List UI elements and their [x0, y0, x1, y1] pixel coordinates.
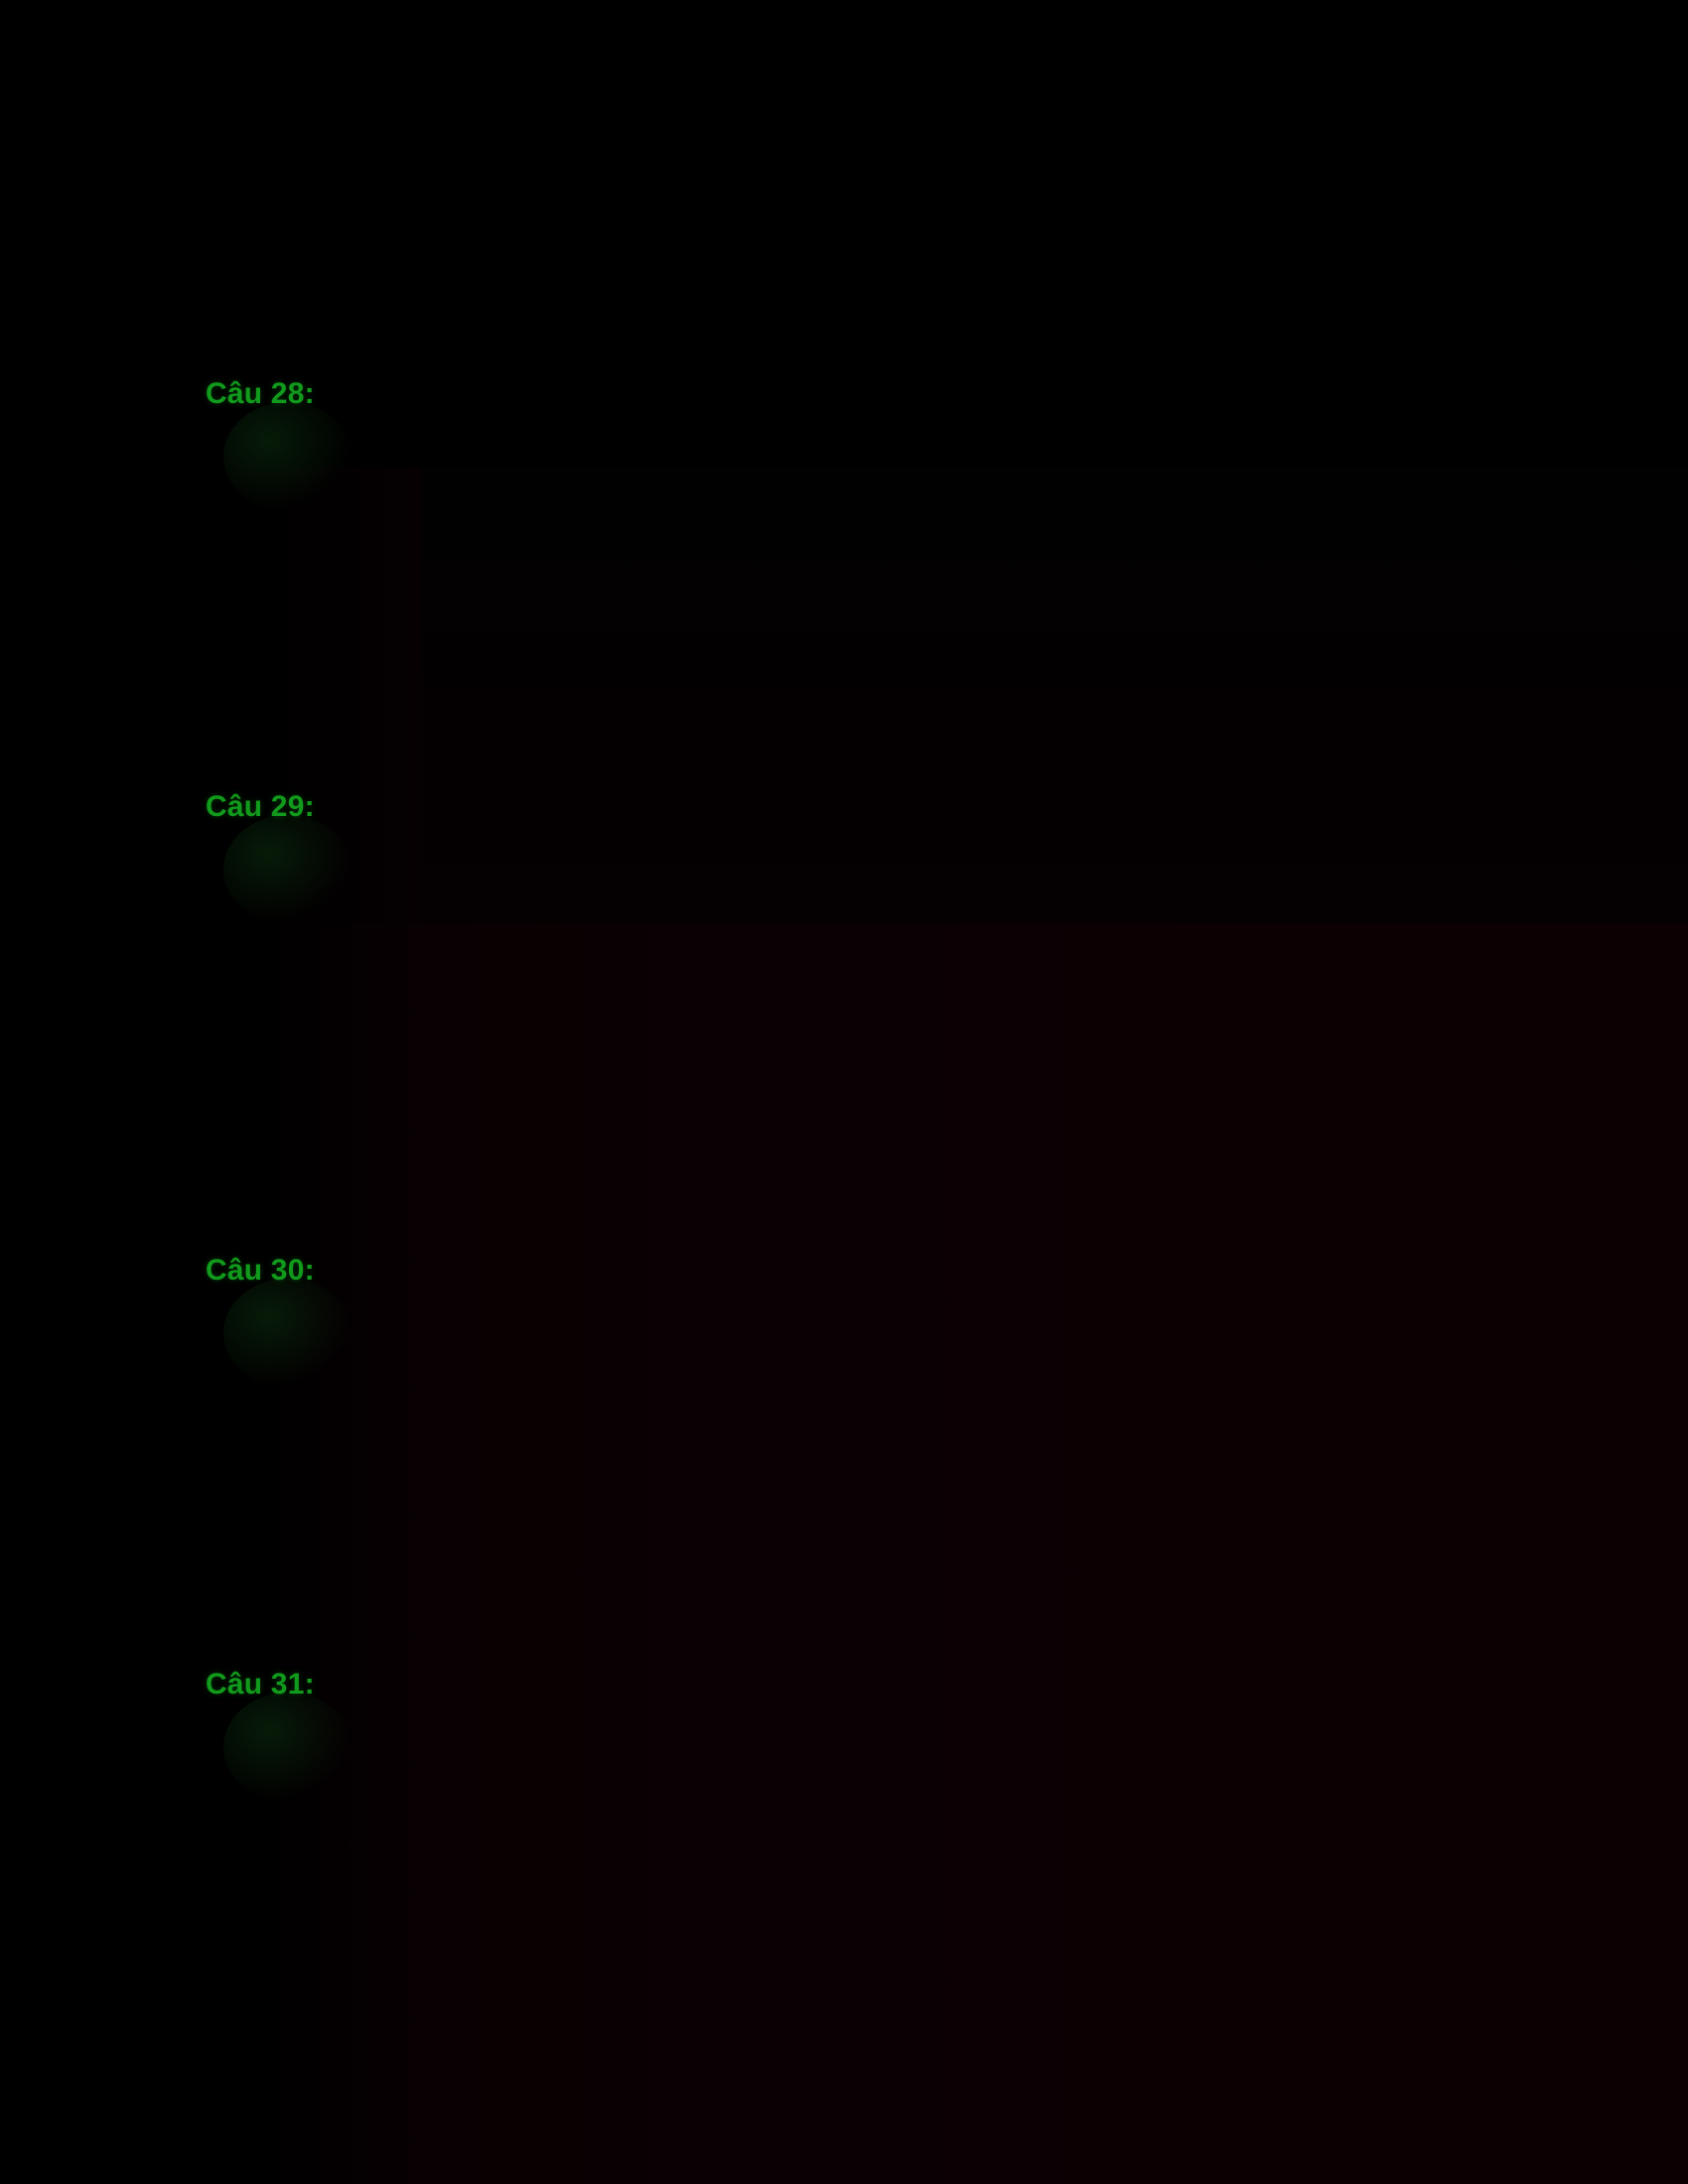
question-label-30: Câu 30: [206, 1254, 315, 1287]
question-label-29: Câu 29: [206, 790, 315, 823]
question-label-31: Câu 31: [206, 1668, 315, 1701]
background-shade [417, 467, 1688, 923]
question-label-28: Câu 28: [206, 377, 315, 410]
background-shade [248, 923, 1688, 2184]
